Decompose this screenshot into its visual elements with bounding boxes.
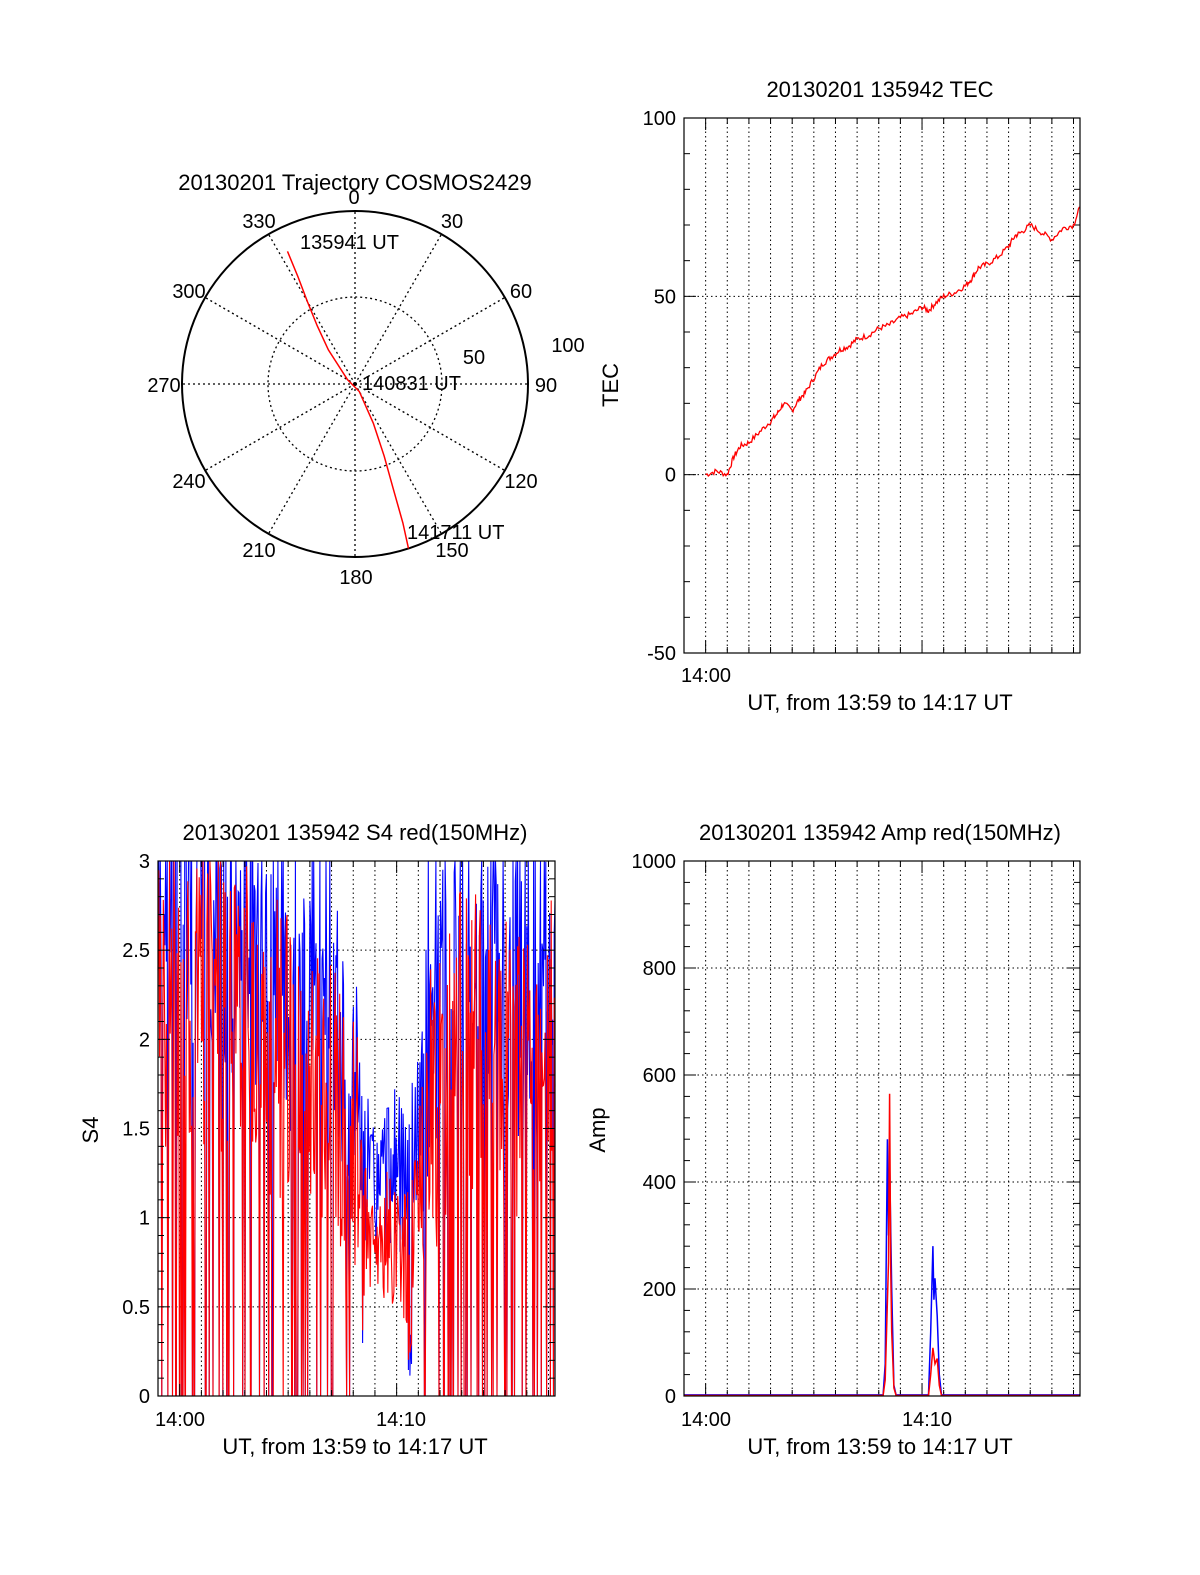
polar-spoke-240	[204, 383, 356, 472]
az-label-180: 180	[339, 567, 372, 589]
polar-spoke-30	[354, 233, 443, 385]
tec-ytick-label-0: -50	[647, 643, 676, 665]
amp-x-tick-label-1410: 14:10	[902, 1409, 952, 1431]
radial-label-50: 50	[463, 347, 485, 369]
s4-y-axis-label: S4	[78, 1117, 103, 1144]
s4-ytick-label-5: 2.5	[122, 940, 150, 962]
tec-ytick-label-2: 50	[654, 286, 676, 308]
trajectory-title: 20130201 Trajectory COSMOS2429	[178, 170, 531, 195]
tec-x-axis-label: UT, from 13:59 to 14:17 UT	[747, 690, 1012, 715]
s4-x-tick-label-1400: 14:00	[155, 1409, 205, 1431]
trajectory-track	[286, 251, 410, 549]
polar-spokes	[182, 211, 528, 557]
amp-ticks	[684, 860, 1080, 1397]
polar-spoke-150	[354, 383, 443, 535]
az-label-330: 330	[242, 211, 275, 233]
s4-ytick-label-3: 1.5	[122, 1119, 150, 1141]
s4-axes-frame	[157, 860, 556, 1397]
tec-panel: 20130201 135942 TEC -50 0 50 100 14:00 UT, …	[598, 77, 1081, 715]
amp-ytick-label-3: 600	[643, 1065, 676, 1087]
s4-title: 20130201 135942 S4 red(150MHz)	[183, 820, 528, 845]
amp-series-red	[684, 1093, 1080, 1397]
s4-ytick-label-4: 2	[139, 1029, 150, 1051]
amp-ytick-label-2: 400	[643, 1172, 676, 1194]
amp-ytick-label-5: 1000	[632, 851, 677, 873]
tec-ytick-label-3: 100	[643, 108, 676, 130]
polar-spoke-330	[267, 233, 356, 385]
s4-ytick-label-1: 0.5	[122, 1297, 150, 1319]
amp-series-blue	[684, 1139, 1080, 1396]
s4-ytick-label-2: 1	[139, 1208, 150, 1230]
amp-y-axis-label: Amp	[585, 1107, 610, 1152]
s4-panel: 20130201 135942 S4 red(150MHz) 0 0.5 1 1.5 2…	[78, 820, 556, 1459]
polar-spoke-120	[354, 383, 506, 472]
tec-ytick-label-1: 0	[665, 465, 676, 487]
tec-series-red	[705, 206, 1081, 478]
az-label-30: 30	[441, 211, 463, 233]
polar-spoke-60	[354, 296, 506, 385]
trajectory-panel: 20130201 Trajectory COSMOS2429 0 30 60 9…	[147, 170, 584, 589]
radial-label-100: 100	[551, 335, 584, 357]
az-label-0: 0	[348, 187, 359, 209]
s4-ytick-label-0: 0	[139, 1386, 150, 1408]
az-label-150: 150	[435, 540, 468, 562]
trajectory-end-label: 141711 UT	[407, 522, 504, 544]
s4-x-axis-label: UT, from 13:59 to 14:17 UT	[222, 1434, 487, 1459]
amp-y-tick-labels: 0 200 400 600 800 1000	[632, 851, 677, 1408]
tec-ticks	[684, 117, 1080, 654]
az-label-300: 300	[172, 281, 205, 303]
amp-ytick-label-4: 800	[643, 958, 676, 980]
s4-ytick-label-6: 3	[139, 851, 150, 873]
polar-spoke-210	[267, 383, 356, 535]
polar-outer-circle	[181, 210, 529, 558]
amp-x-tick-label-1400: 14:00	[681, 1409, 731, 1431]
tec-axes-frame	[683, 117, 1081, 654]
s4-y-tick-labels: 0 0.5 1 1.5 2 2.5 3	[122, 851, 150, 1408]
amp-ytick-label-1: 200	[643, 1279, 676, 1301]
az-label-60: 60	[510, 281, 532, 303]
az-label-120: 120	[504, 471, 537, 493]
trajectory-mid-label: 140831 UT	[362, 373, 461, 395]
az-label-270: 270	[147, 375, 180, 397]
polar-azimuth-labels: 0 30 60 90 120 150 180 210 240 270 300 3…	[147, 187, 557, 589]
tec-y-axis-label: TEC	[598, 363, 623, 407]
amp-axes-frame	[683, 860, 1081, 1397]
tec-title: 20130201 135942 TEC	[766, 77, 993, 102]
tec-y-tick-labels: -50 0 50 100	[643, 108, 676, 665]
polar-spoke-300	[204, 296, 356, 385]
tec-grid	[684, 117, 1080, 654]
amp-ytick-label-0: 0	[665, 1386, 676, 1408]
amp-title: 20130201 135942 Amp red(150MHz)	[699, 820, 1061, 845]
s4-series-red	[157, 860, 556, 1397]
amp-x-axis-label: UT, from 13:59 to 14:17 UT	[747, 1434, 1012, 1459]
az-label-210: 210	[242, 540, 275, 562]
az-label-240: 240	[172, 471, 205, 493]
trajectory-start-label: 135941 UT	[300, 232, 399, 254]
az-label-90: 90	[535, 375, 557, 397]
s4-x-tick-label-1410: 14:10	[376, 1409, 426, 1431]
tec-x-tick-label-1400: 14:00	[681, 665, 731, 687]
s4-series	[157, 860, 556, 1397]
amp-panel: 20130201 135942 Amp red(150MHz) 0 200 400 6…	[585, 820, 1081, 1459]
amp-grid	[684, 860, 1080, 1397]
